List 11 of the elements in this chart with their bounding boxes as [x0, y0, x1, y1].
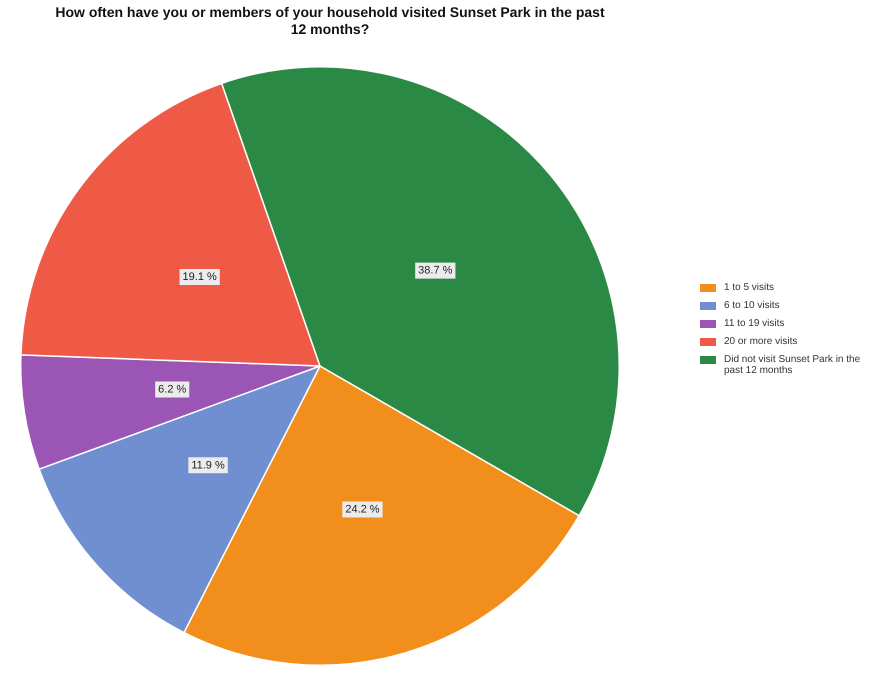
legend-label: 1 to 5 visits: [724, 282, 774, 293]
legend-label: 11 to 19 visits: [724, 318, 784, 329]
data-label: 24.2 %: [345, 504, 380, 516]
data-label: 38.7 %: [418, 264, 453, 277]
chart-title: How often have you or members of your household visited Sunset Park in the past 12 months?: [54, 4, 606, 38]
data-label: 19.1 %: [182, 271, 218, 284]
legend-label: 6 to 10 visits: [724, 300, 780, 311]
legend-label: 20 or more visits: [724, 336, 798, 347]
data-label: 11.9 %: [191, 459, 225, 472]
legend-label: Did not visit Sunset Park in the past 12 months: [724, 354, 862, 376]
data-label: 6.2 %: [158, 383, 187, 396]
